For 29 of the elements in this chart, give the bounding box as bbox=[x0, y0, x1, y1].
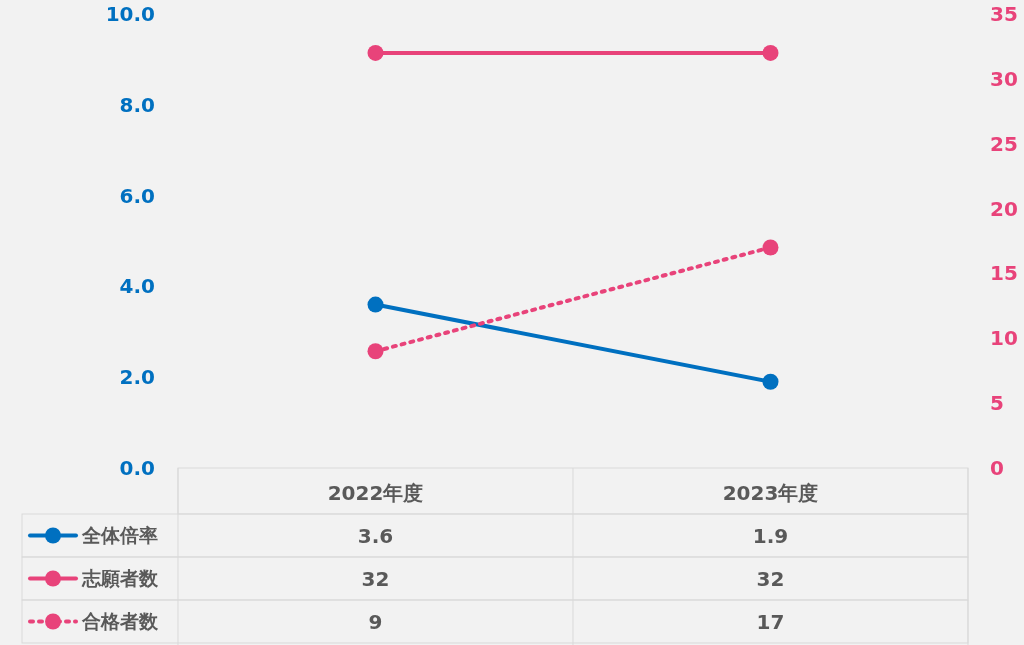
data-label: 32 bbox=[361, 566, 390, 591]
y-tick-label: 8.0 bbox=[119, 92, 155, 117]
legend-label: 志願者数 bbox=[81, 567, 159, 590]
y2-tick-label: 35 bbox=[990, 2, 1018, 26]
y-tick-label: 4.0 bbox=[119, 274, 155, 299]
y-tick-label: 10.0 bbox=[105, 2, 155, 26]
data-label: 17 bbox=[756, 609, 785, 634]
y2-tick-label: 25 bbox=[990, 131, 1018, 156]
y2-tick-label: 15 bbox=[990, 261, 1018, 286]
data-label: 1.9 bbox=[752, 523, 789, 548]
legend-label: 全体倍率 bbox=[81, 524, 158, 547]
y-tick-label: 6.0 bbox=[119, 183, 155, 208]
y-tick-label: 2.0 bbox=[119, 365, 155, 390]
y2-tick-label: 30 bbox=[990, 66, 1018, 91]
y2-tick-label: 10 bbox=[990, 326, 1018, 351]
point bbox=[367, 44, 384, 61]
x-tick-label: 2023年度 bbox=[722, 481, 819, 505]
data-label: 32 bbox=[756, 566, 785, 591]
point bbox=[762, 44, 779, 61]
data-label: 3.6 bbox=[357, 523, 394, 548]
y-tick-label: 0.0 bbox=[119, 456, 155, 480]
x-tick-label: 2022年度 bbox=[327, 481, 424, 505]
point bbox=[762, 239, 779, 256]
y2-tick-label: 0 bbox=[990, 456, 1004, 480]
legend-label: 合格者数 bbox=[81, 610, 159, 633]
y2-tick-label: 5 bbox=[990, 391, 1004, 416]
data-label: 9 bbox=[368, 609, 383, 634]
point bbox=[367, 343, 384, 360]
y2-tick-label: 20 bbox=[990, 196, 1018, 221]
